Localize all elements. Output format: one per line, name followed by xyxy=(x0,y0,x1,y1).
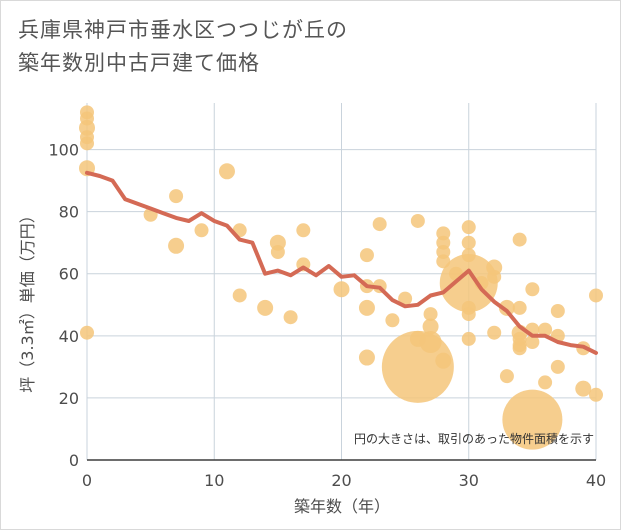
data-bubble xyxy=(410,213,425,228)
data-bubble xyxy=(218,163,235,180)
chart-title: 兵庫県神戸市垂水区つつじが丘の 築年数別中古戸建て価格 xyxy=(18,14,348,80)
x-tick-label: 30 xyxy=(459,471,479,490)
data-bubble xyxy=(80,325,94,340)
data-bubble xyxy=(435,352,452,369)
data-bubble xyxy=(461,307,476,322)
data-bubble xyxy=(589,387,603,402)
trend-line xyxy=(85,170,598,355)
data-bubble xyxy=(487,325,502,340)
y-tick-label: 60 xyxy=(59,265,79,284)
y-tick-label: 0 xyxy=(69,451,79,470)
data-bubble xyxy=(422,318,439,335)
axes: 0 10 20 30 40 0 20 40 60 80 100 xyxy=(48,141,606,490)
y-tick-label: 100 xyxy=(48,141,79,160)
data-bubble xyxy=(398,291,413,306)
x-axis-title: 築年数（年） xyxy=(294,497,390,516)
data-bubble xyxy=(589,288,603,303)
data-bubble xyxy=(525,282,540,297)
y-axis-title: 坪（3.3㎡）単価（万円） xyxy=(18,207,37,392)
data-bubble xyxy=(499,369,514,384)
y-tick-label: 40 xyxy=(59,327,79,346)
data-bubble xyxy=(333,281,350,298)
data-bubble xyxy=(296,223,311,238)
data-bubble xyxy=(232,288,247,303)
data-bubble xyxy=(372,217,387,232)
data-bubble xyxy=(461,331,476,346)
data-bubble xyxy=(461,235,476,250)
x-tick-label: 10 xyxy=(204,471,224,490)
data-bubble xyxy=(439,254,498,313)
data-bubble xyxy=(168,237,185,254)
data-bubble xyxy=(359,248,374,263)
data-bubble xyxy=(538,375,553,390)
data-bubble xyxy=(358,299,375,316)
y-tick-label: 20 xyxy=(59,389,79,408)
x-tick-label: 40 xyxy=(586,471,606,490)
data-bubble xyxy=(502,389,563,450)
data-bubble xyxy=(270,245,285,260)
data-bubble xyxy=(487,269,502,284)
data-bubble xyxy=(419,331,442,354)
x-tick-label: 0 xyxy=(82,471,92,490)
data-bubble xyxy=(461,220,476,235)
chart-title-line-2: 築年数別中古戸建て価格 xyxy=(18,51,260,75)
data-bubble xyxy=(283,310,298,325)
data-bubble xyxy=(512,300,527,315)
trend-layer xyxy=(85,170,598,355)
data-bubble xyxy=(358,349,375,366)
data-bubble xyxy=(385,313,400,328)
data-bubble xyxy=(257,299,274,316)
bubble-layer xyxy=(79,105,603,450)
data-bubble xyxy=(575,380,592,397)
data-bubble xyxy=(550,303,565,318)
data-bubble xyxy=(525,335,540,350)
data-bubble xyxy=(80,136,94,151)
data-bubble xyxy=(538,322,553,337)
chart-title-line-1: 兵庫県神戸市垂水区つつじが丘の xyxy=(18,18,348,42)
y-tick-label: 80 xyxy=(59,203,79,222)
data-bubble xyxy=(550,359,565,374)
data-bubble xyxy=(194,223,209,238)
size-note: 円の大きさは、取引のあった物件面積を示す xyxy=(354,431,594,446)
x-tick-label: 20 xyxy=(331,471,351,490)
data-bubble xyxy=(512,232,527,247)
data-bubble xyxy=(512,341,527,356)
data-bubble xyxy=(498,299,515,316)
data-bubble xyxy=(169,189,184,204)
data-bubble xyxy=(423,307,438,322)
